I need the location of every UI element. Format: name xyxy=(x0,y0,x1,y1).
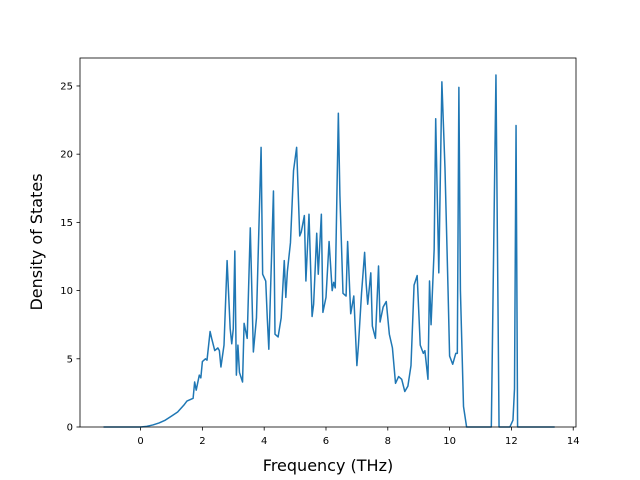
x-tick-label: 6 xyxy=(323,436,329,447)
y-tick-label: 0 xyxy=(67,423,73,434)
y-tick-label: 25 xyxy=(60,81,73,92)
y-tick-label: 10 xyxy=(60,286,73,297)
line xyxy=(103,74,555,428)
x-tick-label: 8 xyxy=(385,436,391,447)
x-tick-label: 2 xyxy=(199,436,205,447)
y-axis-label: Density of States xyxy=(27,173,46,310)
x-tick-label: 12 xyxy=(505,436,518,447)
y-tick-label: 5 xyxy=(67,354,73,365)
x-tick-label: 10 xyxy=(443,436,456,447)
x-tick-label: 0 xyxy=(137,436,143,447)
x-tick-label: 4 xyxy=(261,436,267,447)
x-tick-label: 14 xyxy=(567,436,580,447)
x-axis-label: Frequency (THz) xyxy=(263,456,393,475)
plot-frame xyxy=(79,57,577,428)
y-tick-label: 15 xyxy=(60,218,73,229)
y-tick-label: 20 xyxy=(60,150,73,161)
